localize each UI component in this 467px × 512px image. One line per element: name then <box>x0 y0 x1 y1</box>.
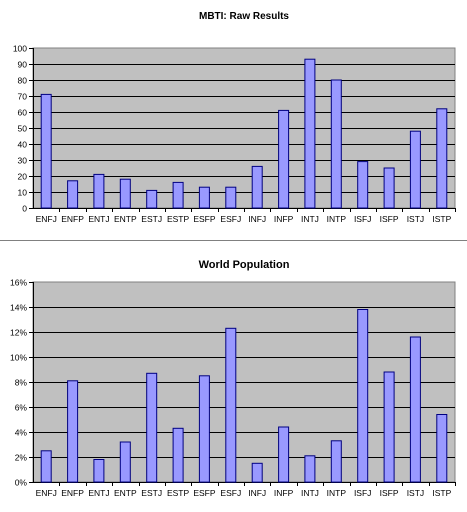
raw-x-tick-label-enfj: ENFJ <box>36 214 57 224</box>
raw-bar-intp <box>330 79 342 209</box>
world-bar-infp <box>278 426 290 483</box>
raw-x-tick-label-estj: ESTJ <box>141 214 162 224</box>
raw-x-tick-label-infp: INFP <box>274 214 294 224</box>
world-x-tick-label-entp: ENTP <box>114 488 137 498</box>
world-y-tick-label: 10% <box>10 353 27 363</box>
raw-bar-infj <box>251 165 263 209</box>
world-x-tick-label-esfj: ESFJ <box>220 488 241 498</box>
raw-x-tick-label-entj: ENTJ <box>88 214 109 224</box>
world-x-tick-label-intj: INTJ <box>301 488 319 498</box>
world-bar-enfj <box>40 450 52 483</box>
raw-bar-infp <box>278 109 290 209</box>
chart-world-population-svg: World Population 0% 2% 4% 6% 8% 10% 12% 14% 16% EN… <box>10 259 456 498</box>
raw-x-tick-label-entp: ENTP <box>114 214 137 224</box>
world-x-tick-label-enfp: ENFP <box>61 488 84 498</box>
world-y-tick-label: 12% <box>10 328 27 338</box>
world-x-tick-label-istp: ISTP <box>432 488 451 498</box>
raw-bar-intj <box>304 58 316 209</box>
world-x-tick-label-enfj: ENFJ <box>36 488 57 498</box>
raw-bar-istj <box>409 130 421 209</box>
world-x-tick-label-intp: INTP <box>327 488 347 498</box>
world-bar-infj <box>251 462 263 483</box>
raw-x-tick-label-esfp: ESFP <box>193 214 216 224</box>
raw-bar-istp <box>436 108 448 209</box>
raw-x-tick-label-isfj: ISFJ <box>354 214 371 224</box>
world-y-tick-label: 14% <box>10 303 27 313</box>
world-bar-isfp <box>383 371 395 483</box>
raw-y-tick-label: 100 <box>13 44 27 54</box>
raw-y-tick-label: 50 <box>18 124 28 134</box>
raw-y-tick-label: 40 <box>18 140 28 150</box>
chart-raw-results-svg: MBTI: Raw Results 0 10 20 30 40 50 60 70 80 90 100 E… <box>13 11 456 224</box>
raw-y-tick-label: 10 <box>18 188 28 198</box>
raw-y-tick-label: 80 <box>18 76 28 86</box>
raw-bar-estj <box>146 189 158 209</box>
raw-bar-esfp <box>198 186 210 209</box>
world-bar-entp <box>119 441 131 483</box>
raw-bar-isfj <box>357 161 369 209</box>
raw-y-tick-label: 30 <box>18 156 28 166</box>
world-y-tick-label: 16% <box>10 278 27 288</box>
world-x-tick-label-entj: ENTJ <box>88 488 109 498</box>
world-bar-isfj <box>357 309 369 483</box>
raw-y-tick-label: 70 <box>18 92 28 102</box>
raw-bar-esfj <box>225 186 237 209</box>
raw-chart-title: MBTI: Raw Results <box>199 11 289 22</box>
raw-bar-enfj <box>40 93 52 209</box>
raw-x-tick-label-istp: ISTP <box>432 214 451 224</box>
world-x-tick-label-istj: ISTJ <box>407 488 424 498</box>
world-x-tick-label-isfj: ISFJ <box>354 488 371 498</box>
world-chart-title: World Population <box>199 259 290 271</box>
world-bar-esfp <box>198 375 210 483</box>
world-bar-estp <box>172 427 184 483</box>
raw-bar-entj <box>93 173 105 209</box>
raw-x-tick-label-esfj: ESFJ <box>220 214 241 224</box>
raw-y-tick-label: 60 <box>18 108 28 118</box>
raw-x-tick-label-infj: INFJ <box>248 214 266 224</box>
raw-bar-enfp <box>67 180 79 209</box>
world-y-tick-label: 0% <box>15 478 28 488</box>
world-x-tick-label-estp: ESTP <box>167 488 190 498</box>
world-y-tick-label: 8% <box>15 378 28 388</box>
world-y-tick-label: 6% <box>15 403 28 413</box>
world-x-tick-label-infp: INFP <box>274 488 294 498</box>
raw-x-tick-label-intj: INTJ <box>301 214 319 224</box>
world-x-tick-label-infj: INFJ <box>248 488 266 498</box>
world-bar-intj <box>304 455 316 483</box>
raw-y-tick-label: 20 <box>18 172 28 182</box>
world-bar-istp <box>436 414 448 483</box>
world-bar-istj <box>409 336 421 483</box>
world-bar-estj <box>146 372 158 483</box>
raw-y-tick-label: 90 <box>18 60 28 70</box>
world-bar-enfp <box>67 380 79 483</box>
chart-raw-results: MBTI: Raw Results 0 10 20 30 40 50 60 70 80 90 100 E… <box>0 0 467 241</box>
chart-world-population: World Population 0% 2% 4% 6% 8% 10% 12% 14% 16% EN… <box>0 246 467 512</box>
raw-x-tick-label-istj: ISTJ <box>407 214 424 224</box>
world-x-tick-label-estj: ESTJ <box>141 488 162 498</box>
raw-x-tick-label-estp: ESTP <box>167 214 190 224</box>
raw-bar-estp <box>172 181 184 209</box>
world-bar-intp <box>330 440 342 483</box>
world-x-tick-label-esfp: ESFP <box>193 488 216 498</box>
world-x-tick-label-isfp: ISFP <box>380 488 399 498</box>
world-y-tick-label: 4% <box>15 428 28 438</box>
world-y-tick-label: 2% <box>15 453 28 463</box>
raw-x-tick-label-enfp: ENFP <box>61 214 84 224</box>
raw-y-tick-label: 0 <box>22 204 27 214</box>
raw-bar-isfp <box>383 167 395 209</box>
raw-x-tick-label-isfp: ISFP <box>380 214 399 224</box>
raw-bar-entp <box>119 178 131 209</box>
raw-x-tick-label-intp: INTP <box>327 214 347 224</box>
world-bar-entj <box>93 459 105 483</box>
world-bar-esfj <box>225 327 237 483</box>
